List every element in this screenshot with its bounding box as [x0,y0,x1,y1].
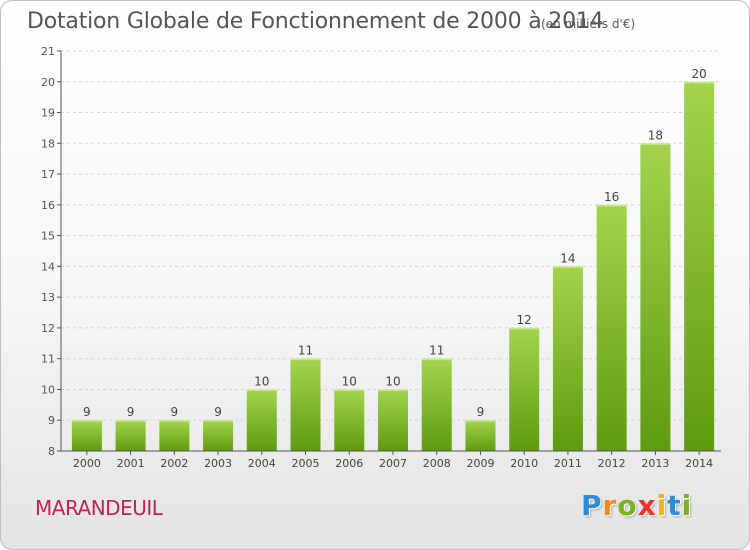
chart-title: Dotation Globale de Fonctionnement de 20… [27,9,604,34]
y-tick-label: 15 [41,230,55,243]
logo-letter: P [581,489,603,522]
x-tick-label: 2006 [335,457,363,470]
y-tick-label: 12 [41,322,55,335]
logo-letter: o [617,489,638,522]
bar-highlight [596,204,627,207]
data-label: 9 [83,405,91,419]
bar [378,389,408,451]
bar [115,420,146,451]
bar-highlight [684,81,715,84]
y-tick-label: 18 [41,137,55,150]
x-tick-label: 2004 [248,457,276,470]
data-label: 10 [342,374,357,388]
x-tick-label: 2012 [598,457,626,470]
data-label: 10 [385,374,400,388]
x-tick-label: 2007 [379,457,407,470]
y-tick-label: 19 [41,107,55,120]
y-tick-label: 14 [41,260,55,273]
x-tick-label: 2013 [641,457,669,470]
bar-highlight [290,358,321,361]
data-label: 16 [604,190,619,204]
bar-highlight [203,420,234,422]
bar-highlight [465,420,496,422]
data-label: 11 [298,344,313,358]
bar-highlight [421,358,452,361]
logo-letter: i [656,489,668,522]
y-tick-label: 11 [41,353,55,366]
y-tick-label: 8 [48,445,55,458]
y-tick-label: 21 [41,45,55,58]
x-tick-label: 2009 [466,457,494,470]
bar-highlight [378,389,408,391]
data-label: 9 [477,405,485,419]
proxiti-logo: Proxiti [581,489,692,522]
bar [684,81,715,452]
data-label: 9 [171,405,179,419]
x-tick-label: 2011 [554,457,582,470]
bar-highlight [115,420,146,422]
x-tick-label: 2003 [204,457,232,470]
x-tick-label: 2000 [73,457,101,470]
y-tick-label: 20 [41,76,55,89]
y-tick-label: 10 [41,383,55,396]
bar [334,389,365,451]
bar [246,389,277,451]
bar-highlight [246,389,277,391]
logo-letter: r [602,489,618,522]
bar [290,358,321,451]
data-label: 9 [214,405,222,419]
bar-highlight [71,420,102,422]
x-tick-label: 2008 [423,457,451,470]
axes [57,50,721,455]
data-label: 10 [254,374,269,388]
x-tick-label: 2005 [292,457,320,470]
x-tick-label: 2010 [510,457,538,470]
y-tick-label: 16 [41,199,55,212]
bar [552,266,583,451]
bar-highlight [552,266,583,268]
bars [71,81,715,452]
bar [509,327,540,451]
logo-letter: t [667,489,682,522]
bar [640,143,671,452]
x-tick-label: 2002 [160,457,188,470]
labels: 8 9 10 11 12 13 14 15 16 17 18 19 20 21 9 2000 9 2001 9 200… [41,45,713,470]
bar [159,420,190,451]
data-label: 9 [127,405,135,419]
data-label: 12 [517,313,532,327]
data-label: 14 [560,251,575,265]
x-tick-label: 2001 [117,457,145,470]
bar-highlight [509,327,540,330]
bar [203,420,234,451]
bar [465,420,496,451]
y-tick-label: 17 [41,168,55,181]
bar-highlight [640,143,671,145]
data-label: 18 [648,128,663,142]
logo-letter: x [637,489,657,522]
x-tick-label: 2014 [685,457,713,470]
y-tick-label: 9 [48,414,55,427]
data-label: 11 [429,344,444,358]
chart-subtitle: (en milliers d'€) [541,17,636,31]
y-tick-label: 13 [41,291,55,304]
bar [71,420,102,451]
logo-letter: i [681,489,693,522]
bar-highlight [334,389,365,391]
bar [596,204,627,451]
data-label: 20 [691,67,706,81]
bar [421,358,452,451]
commune-name: MARANDEUIL [35,496,163,520]
bar-highlight [159,420,190,422]
